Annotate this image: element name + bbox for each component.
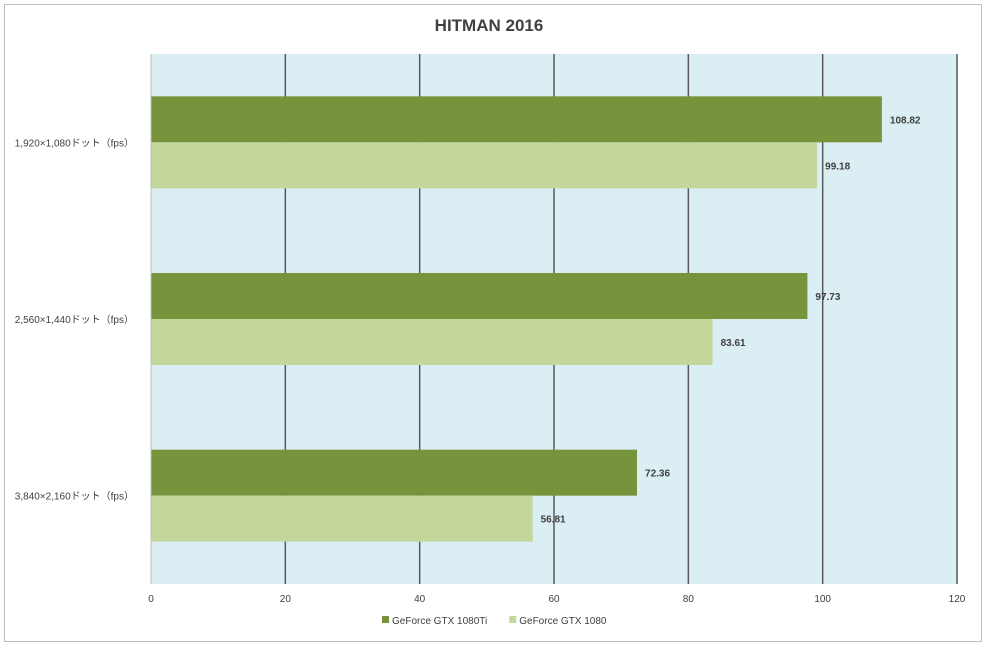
data-label: 97.73 — [815, 292, 840, 303]
data-label: 56.81 — [541, 515, 566, 526]
bar — [151, 273, 808, 319]
bar — [151, 142, 818, 189]
bar — [151, 495, 533, 542]
bar — [151, 319, 713, 365]
x-tick-label: 60 — [548, 594, 560, 605]
x-tick-label: 120 — [949, 594, 966, 605]
legend-swatch — [509, 616, 517, 623]
x-tick-label: 100 — [814, 594, 831, 605]
legend-swatch — [382, 616, 389, 623]
x-tick-label: 0 — [148, 594, 154, 605]
legend-entry: GeForce GTX 1080 — [519, 616, 607, 627]
category-label: 1,920×1,080ドット（fps） — [15, 137, 134, 149]
bar — [151, 449, 638, 496]
data-label: 83.61 — [721, 338, 746, 349]
x-tick-label: 20 — [280, 594, 292, 605]
legend-entry: GeForce GTX 1080Ti — [392, 616, 487, 627]
data-label: 99.18 — [825, 161, 850, 172]
data-label: 108.82 — [890, 115, 921, 126]
x-tick-label: 80 — [683, 594, 695, 605]
x-tick-label: 40 — [414, 594, 426, 605]
chart-title: HITMAN 2016 — [434, 16, 544, 35]
data-label: 72.36 — [645, 469, 670, 480]
category-label: 3,840×2,160ドット（fps） — [15, 491, 134, 503]
bar — [151, 96, 882, 143]
category-label: 2,560×1,440ドット（fps） — [15, 314, 134, 326]
